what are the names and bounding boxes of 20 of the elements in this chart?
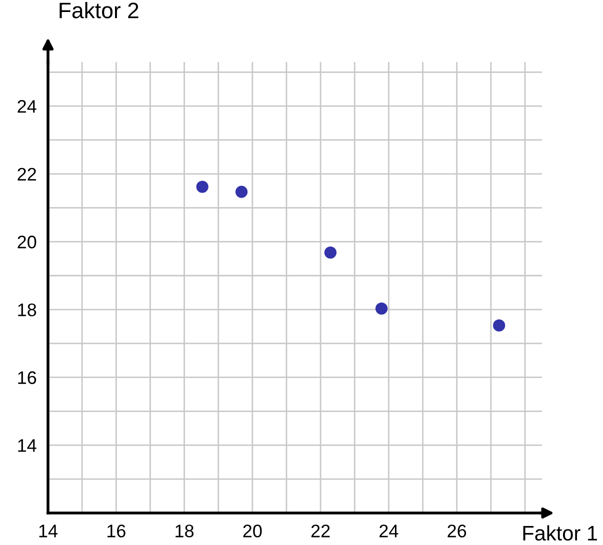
y-tick-label: 20 — [18, 236, 36, 248]
x-tick-label: 26 — [448, 524, 466, 538]
point — [196, 180, 208, 193]
y-tick-label: 16 — [18, 371, 36, 384]
point — [493, 319, 506, 332]
x-tick-label: 24 — [380, 524, 398, 538]
x-tick-label: 16 — [107, 524, 126, 538]
x-tick-label: 14 — [39, 524, 58, 538]
y-tick-label: 18 — [18, 303, 36, 316]
y-tick-label: 24 — [18, 100, 36, 113]
y-tick-label: 14 — [18, 439, 36, 452]
x-tick-label: 18 — [176, 524, 194, 538]
point — [235, 186, 248, 198]
point — [375, 302, 388, 315]
x-axis-title: Faktor 1 — [523, 525, 597, 541]
y-tick-label: 22 — [18, 168, 36, 180]
point — [324, 246, 337, 259]
x-tick-label: 20 — [243, 524, 262, 538]
y-axis-title: Faktor 2 — [60, 2, 138, 18]
x-tick-label: 22 — [311, 524, 330, 538]
